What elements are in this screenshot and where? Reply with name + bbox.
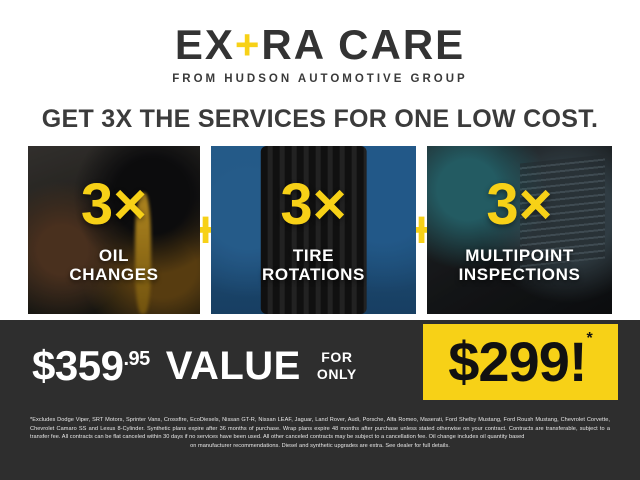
header: EX+RA CARE FROM HUDSON AUTOMOTIVE GROUP [0, 0, 640, 86]
offer-price-amount: $299! [448, 330, 587, 393]
inspection-laptop-photo [427, 146, 612, 314]
service-panel-multipoint-inspections: 3× MULTIPOINT INSPECTIONS [427, 146, 612, 314]
panel-label-line2: CHANGES [69, 265, 159, 284]
panel-label: MULTIPOINT INSPECTIONS [459, 246, 581, 284]
for-only-line2: ONLY [316, 366, 357, 382]
logo-plus-icon: + [234, 21, 262, 68]
panel-label: OIL CHANGES [69, 246, 158, 284]
service-panel-oil-changes: 3× OIL CHANGES [28, 146, 200, 314]
brand-tagline: FROM HUDSON AUTOMOTIVE GROUP [172, 73, 468, 85]
price-band: $359.95 VALUE FOR ONLY $299! * *Excludes… [0, 320, 640, 480]
panel-label-line1: OIL [98, 245, 130, 265]
service-panel-tire-rotations: 3× TIRE ROTATIONS [211, 146, 416, 314]
offer-price-box: $299! * [423, 324, 618, 400]
panel-label-line1: TIRE [292, 245, 335, 265]
logo-text-part1: EX [174, 21, 235, 68]
plus-separator-2: + [406, 201, 437, 259]
disclaimer-line-2: on manufacturer recommendations. Diesel … [190, 442, 450, 449]
photo-overlay [211, 146, 416, 314]
original-value-amount: $359 [32, 342, 124, 389]
disclaimer-text: *Excludes Dodge Viper, SRT Motors, Sprin… [30, 416, 610, 451]
photo-overlay [28, 146, 200, 314]
page-headline: GET 3X THE SERVICES FOR ONE LOW COST. [41, 105, 599, 133]
panel-multiplier: 3× [80, 171, 148, 237]
service-panels: 3× OIL CHANGES + 3× TIRE ROTATIONS + 3× … [28, 146, 612, 314]
tire-photo [211, 146, 416, 314]
panel-multiplier: 3× [280, 171, 347, 237]
panel-label: TIRE ROTATIONS [262, 246, 365, 284]
photo-overlay [427, 146, 612, 314]
original-value: $359.95 [32, 345, 150, 387]
plus-separator-1: + [190, 201, 221, 259]
logo-text-part2: RA CARE [261, 21, 466, 68]
disclaimer-line-1: *Excludes Dodge Viper, SRT Motors, Sprin… [30, 417, 610, 441]
panel-label-line1: MULTIPOINT [465, 245, 574, 265]
brand-logo: EX+RA CARE [0, 24, 640, 66]
panel-label-line2: INSPECTIONS [458, 265, 581, 284]
panel-label-line2: ROTATIONS [262, 265, 365, 284]
for-only-label: FOR ONLY [317, 349, 357, 384]
for-only-line1: FOR [321, 348, 353, 365]
oil-pour-photo [28, 146, 200, 314]
offer-asterisk: * [586, 330, 593, 347]
original-value-cents: .95 [123, 348, 150, 370]
panel-multiplier: 3× [486, 171, 553, 237]
price-row: $359.95 VALUE FOR ONLY [0, 332, 640, 400]
value-word-label: VALUE [165, 344, 301, 388]
